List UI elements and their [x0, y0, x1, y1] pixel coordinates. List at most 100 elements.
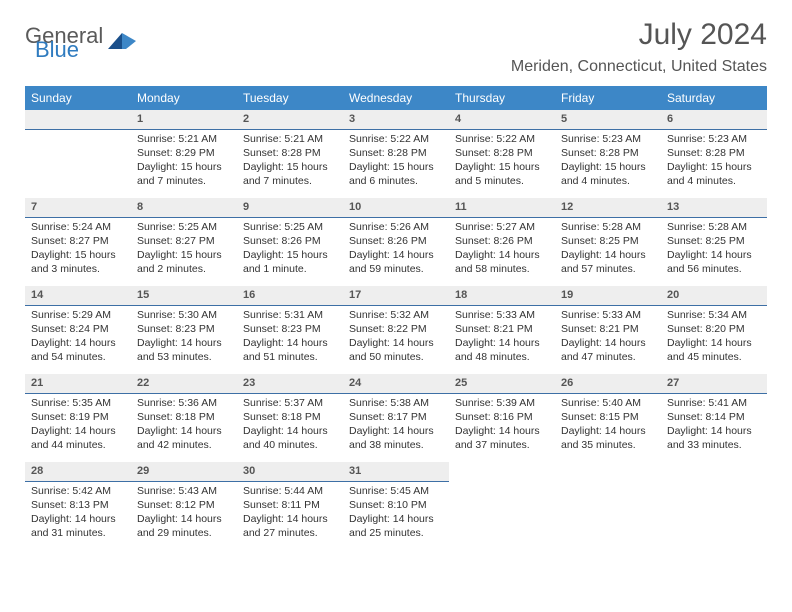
daylight-line: Daylight: 15 hours and 7 minutes. [243, 160, 337, 188]
sunset-line: Sunset: 8:29 PM [137, 146, 231, 160]
sunset-line: Sunset: 8:21 PM [455, 322, 549, 336]
daylight-line: Daylight: 15 hours and 6 minutes. [349, 160, 443, 188]
sunrise-line: Sunrise: 5:26 AM [349, 220, 443, 234]
calendar-cell: 30Sunrise: 5:44 AMSunset: 8:11 PMDayligh… [237, 462, 343, 550]
daylight-line: Daylight: 14 hours and 44 minutes. [31, 424, 125, 452]
calendar-cell: 12Sunrise: 5:28 AMSunset: 8:25 PMDayligh… [555, 198, 661, 286]
page-title: July 2024 [511, 18, 767, 52]
daylight-line: Daylight: 14 hours and 51 minutes. [243, 336, 337, 364]
day-details: Sunrise: 5:45 AMSunset: 8:10 PMDaylight:… [343, 482, 449, 545]
sunset-line: Sunset: 8:18 PM [137, 410, 231, 424]
sunset-line: Sunset: 8:26 PM [243, 234, 337, 248]
calendar-cell: 10Sunrise: 5:26 AMSunset: 8:26 PMDayligh… [343, 198, 449, 286]
sunset-line: Sunset: 8:28 PM [561, 146, 655, 160]
day-details: Sunrise: 5:23 AMSunset: 8:28 PMDaylight:… [661, 130, 767, 193]
daylight-line: Daylight: 15 hours and 5 minutes. [455, 160, 549, 188]
calendar-cell [661, 462, 767, 550]
day-number: 7 [25, 198, 131, 218]
day-number: 25 [449, 374, 555, 394]
sunset-line: Sunset: 8:19 PM [31, 410, 125, 424]
day-number: 9 [237, 198, 343, 218]
sunset-line: Sunset: 8:28 PM [349, 146, 443, 160]
sunset-line: Sunset: 8:13 PM [31, 498, 125, 512]
sunrise-line: Sunrise: 5:23 AM [667, 132, 761, 146]
sunrise-line: Sunrise: 5:36 AM [137, 396, 231, 410]
daylight-line: Daylight: 15 hours and 7 minutes. [137, 160, 231, 188]
calendar-cell: 5Sunrise: 5:23 AMSunset: 8:28 PMDaylight… [555, 110, 661, 198]
day-details: Sunrise: 5:28 AMSunset: 8:25 PMDaylight:… [555, 218, 661, 281]
day-details: Sunrise: 5:30 AMSunset: 8:23 PMDaylight:… [131, 306, 237, 369]
sunset-line: Sunset: 8:20 PM [667, 322, 761, 336]
sunrise-line: Sunrise: 5:42 AM [31, 484, 125, 498]
daylight-line: Daylight: 14 hours and 40 minutes. [243, 424, 337, 452]
sunset-line: Sunset: 8:28 PM [455, 146, 549, 160]
day-details: Sunrise: 5:27 AMSunset: 8:26 PMDaylight:… [449, 218, 555, 281]
sunrise-line: Sunrise: 5:24 AM [31, 220, 125, 234]
calendar-cell: 3 Sunrise: 5:22 AMSunset: 8:28 PMDaylight… [343, 110, 449, 198]
sunrise-line: Sunrise: 5:45 AM [349, 484, 443, 498]
calendar-row: 28Sunrise: 5:42 AMSunset: 8:13 PMDayligh… [25, 462, 767, 550]
calendar-row: 14Sunrise: 5:29 AMSunset: 8:24 PMDayligh… [25, 286, 767, 374]
logo: General Blue [25, 26, 136, 60]
day-details: Sunrise: 5:36 AMSunset: 8:18 PMDaylight:… [131, 394, 237, 457]
day-number: 3 [343, 110, 449, 130]
daylight-line: Daylight: 14 hours and 27 minutes. [243, 512, 337, 540]
day-details: Sunrise: 5:24 AMSunset: 8:27 PMDaylight:… [25, 218, 131, 281]
daylight-line: Daylight: 14 hours and 29 minutes. [137, 512, 231, 540]
day-number: 1 [131, 110, 237, 130]
calendar-cell: 4Sunrise: 5:22 AMSunset: 8:28 PMDaylight… [449, 110, 555, 198]
sunrise-line: Sunrise: 5:21 AM [243, 132, 337, 146]
daylight-line: Daylight: 14 hours and 58 minutes. [455, 248, 549, 276]
calendar-cell: 23Sunrise: 5:37 AMSunset: 8:18 PMDayligh… [237, 374, 343, 462]
day-details: Sunrise: 5:40 AMSunset: 8:15 PMDaylight:… [555, 394, 661, 457]
sunset-line: Sunset: 8:27 PM [31, 234, 125, 248]
sunset-line: Sunset: 8:25 PM [667, 234, 761, 248]
daylight-line: Daylight: 14 hours and 45 minutes. [667, 336, 761, 364]
day-number: 6 [661, 110, 767, 130]
calendar-cell: 13Sunrise: 5:28 AMSunset: 8:25 PMDayligh… [661, 198, 767, 286]
daylight-line: Daylight: 15 hours and 2 minutes. [137, 248, 231, 276]
sunset-line: Sunset: 8:10 PM [349, 498, 443, 512]
day-number: 29 [131, 462, 237, 482]
sunset-line: Sunset: 8:17 PM [349, 410, 443, 424]
day-details: Sunrise: 5:25 AMSunset: 8:26 PMDaylight:… [237, 218, 343, 281]
calendar-table: SundayMondayTuesdayWednesdayThursdayFrid… [25, 86, 767, 550]
calendar-cell: 21Sunrise: 5:35 AMSunset: 8:19 PMDayligh… [25, 374, 131, 462]
weekday-header: Wednesday [343, 86, 449, 110]
calendar-cell: 22Sunrise: 5:36 AMSunset: 8:18 PMDayligh… [131, 374, 237, 462]
day-details: Sunrise: 5:44 AMSunset: 8:11 PMDaylight:… [237, 482, 343, 545]
sunset-line: Sunset: 8:21 PM [561, 322, 655, 336]
sunrise-line: Sunrise: 5:43 AM [137, 484, 231, 498]
sunrise-line: Sunrise: 5:39 AM [455, 396, 549, 410]
day-number: 24 [343, 374, 449, 394]
sunrise-line: Sunrise: 5:25 AM [243, 220, 337, 234]
sunrise-line: Sunrise: 5:29 AM [31, 308, 125, 322]
sunset-line: Sunset: 8:14 PM [667, 410, 761, 424]
calendar-cell: 25Sunrise: 5:39 AMSunset: 8:16 PMDayligh… [449, 374, 555, 462]
sunrise-line: Sunrise: 5:32 AM [349, 308, 443, 322]
daylight-line: Daylight: 14 hours and 59 minutes. [349, 248, 443, 276]
day-details: Sunrise: 5:29 AMSunset: 8:24 PMDaylight:… [25, 306, 131, 369]
sunset-line: Sunset: 8:22 PM [349, 322, 443, 336]
sunrise-line: Sunrise: 5:44 AM [243, 484, 337, 498]
sunrise-line: Sunrise: 5:22 AM [349, 132, 443, 146]
calendar-cell: 11Sunrise: 5:27 AMSunset: 8:26 PMDayligh… [449, 198, 555, 286]
daylight-line: Daylight: 15 hours and 1 minute. [243, 248, 337, 276]
day-number: 16 [237, 286, 343, 306]
day-number: 26 [555, 374, 661, 394]
daylight-line: Daylight: 14 hours and 35 minutes. [561, 424, 655, 452]
sunrise-line: Sunrise: 5:22 AM [455, 132, 549, 146]
sunset-line: Sunset: 8:28 PM [667, 146, 761, 160]
day-number: 27 [661, 374, 767, 394]
weekday-header: Saturday [661, 86, 767, 110]
header: General Blue July 2024 Meriden, Connecti… [25, 18, 767, 76]
day-details: Sunrise: 5:39 AMSunset: 8:16 PMDaylight:… [449, 394, 555, 457]
daylight-line: Daylight: 14 hours and 42 minutes. [137, 424, 231, 452]
calendar-cell: 2Sunrise: 5:21 AMSunset: 8:28 PMDaylight… [237, 110, 343, 198]
logo-flag-icon [108, 31, 136, 53]
title-block: July 2024 Meriden, Connecticut, United S… [511, 18, 767, 76]
daylight-line: Daylight: 14 hours and 25 minutes. [349, 512, 443, 540]
sunset-line: Sunset: 8:23 PM [243, 322, 337, 336]
day-number-blank [25, 110, 131, 130]
calendar-cell: 6Sunrise: 5:23 AMSunset: 8:28 PMDaylight… [661, 110, 767, 198]
